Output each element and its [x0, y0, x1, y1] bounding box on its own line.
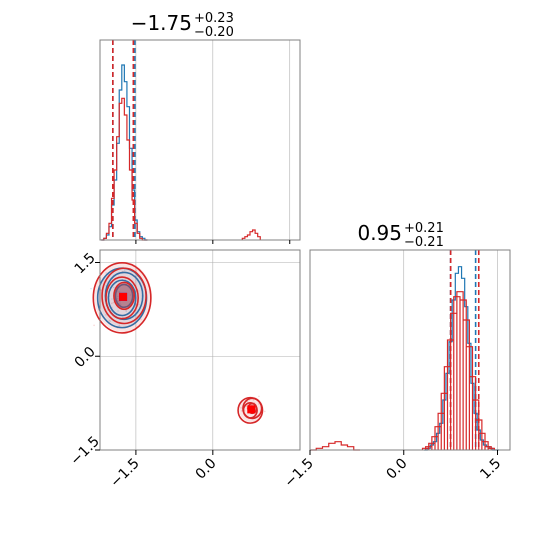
scatter-point	[263, 410, 266, 413]
scatter-point	[109, 320, 111, 323]
title-subscript: −0.21	[404, 235, 444, 250]
scatter-point	[112, 301, 115, 304]
scatter-point	[105, 314, 107, 316]
histogram-series-1	[310, 291, 495, 451]
histogram-panel-bottom-right: −1.5 0.0 1.5 0.95 +0.21−0.21	[281, 221, 511, 491]
scatter-point	[111, 298, 113, 300]
contour-level	[242, 402, 258, 419]
contour-level	[101, 267, 147, 325]
title-value: 0.95	[357, 221, 402, 245]
scatter-point	[258, 403, 260, 405]
x-tick-label: 1.5	[477, 456, 504, 483]
contour-level	[107, 279, 137, 317]
x-tick-label: −1.5	[281, 456, 316, 491]
x-tick-label: −1.5	[107, 456, 142, 491]
scatter-point	[241, 410, 243, 412]
panel-frame	[99, 249, 301, 451]
panel-title: 0.95 +0.21−0.21	[357, 221, 443, 250]
scatter-point	[245, 405, 248, 408]
scatter-point	[108, 319, 111, 322]
panel-frame	[309, 249, 511, 451]
scatter-point	[100, 289, 102, 291]
contour-panel-bottom-left: −1.5 0.0 −1.5 0.0 1.5	[67, 249, 301, 491]
scatter-point	[113, 286, 115, 289]
scatter-point	[240, 407, 242, 409]
scatter-point	[140, 318, 142, 321]
scatter-point	[93, 324, 95, 327]
scatter-point	[117, 295, 119, 298]
scatter-point	[252, 399, 255, 401]
title-value: −1.75	[131, 11, 192, 35]
histogram-panel-top-left: −1.75 +0.23−0.20	[99, 11, 301, 244]
scatter-point	[116, 297, 119, 300]
title-subscript: −0.20	[194, 25, 234, 40]
panel-title: −1.75 +0.23−0.20	[131, 11, 234, 40]
scatter-point	[118, 291, 121, 293]
scatter-point	[118, 324, 121, 327]
scatter-point	[105, 272, 107, 274]
y-tick-label: 0.0	[72, 344, 99, 371]
scatter-point	[135, 270, 138, 272]
truth-marker	[119, 292, 128, 301]
scatter-point	[111, 302, 113, 305]
scatter-point	[129, 294, 132, 296]
histogram-series-0	[101, 64, 148, 241]
scatter-point	[117, 300, 119, 302]
truth-marker	[247, 405, 256, 414]
scatter-point	[137, 303, 140, 306]
scatter-point	[119, 303, 122, 306]
scatter-point	[137, 290, 140, 292]
contour-level	[105, 276, 139, 320]
y-tick-label: −1.5	[67, 433, 102, 468]
title-superscript: +0.21	[404, 221, 444, 236]
scatter-point	[119, 300, 121, 303]
scatter-point	[125, 310, 128, 313]
scatter-point	[117, 310, 119, 312]
y-tick-label: 1.5	[72, 250, 99, 277]
scatter-point	[90, 287, 92, 290]
x-tick-label: 0.0	[384, 456, 411, 483]
scatter-point	[123, 269, 126, 271]
contour-level	[92, 262, 152, 334]
x-tick-label: 0.0	[193, 456, 220, 483]
contour-level	[237, 396, 264, 424]
scatter-point	[124, 278, 127, 280]
scatter-point	[118, 291, 120, 293]
scatter-point	[258, 395, 260, 398]
title-superscript: +0.23	[194, 11, 234, 26]
panel-frame	[99, 39, 301, 241]
histogram-series-1	[101, 97, 261, 241]
histogram-series-0	[424, 266, 500, 451]
scatter-point	[119, 302, 121, 305]
